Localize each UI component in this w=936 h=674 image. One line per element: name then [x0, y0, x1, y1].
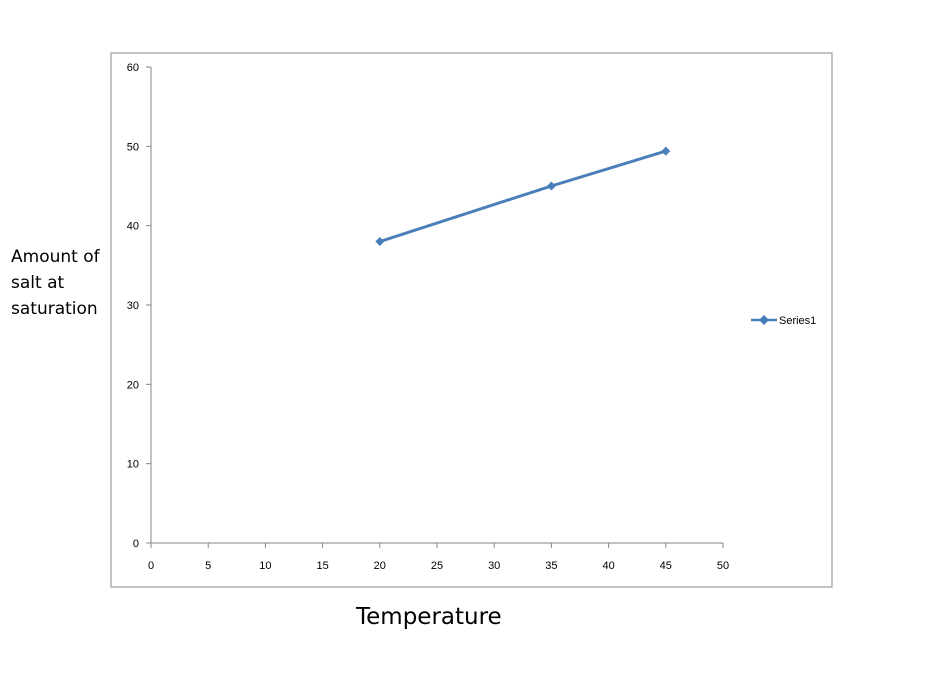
data-point-marker — [375, 237, 385, 247]
y-tick-label: 10 — [127, 459, 139, 471]
x-axis-title: Temperature — [356, 604, 502, 630]
x-tick-label: 25 — [431, 560, 443, 572]
y-axis-title: Amount of salt at saturation — [11, 244, 111, 322]
y-tick-label: 20 — [127, 379, 139, 391]
y-axis-title-line: salt at — [11, 273, 65, 293]
x-tick-label: 5 — [205, 560, 211, 572]
x-tick-label: 15 — [316, 560, 328, 572]
y-tick-label: 0 — [133, 538, 139, 550]
x-tick-label: 30 — [488, 560, 500, 572]
legend: Series1 — [751, 315, 816, 327]
x-axis-ticks: 0 5 10 15 20 25 30 35 40 45 50 — [148, 543, 729, 572]
y-tick-label: 60 — [127, 62, 139, 74]
y-axis-ticks: 0 10 20 30 40 50 60 — [127, 62, 151, 550]
data-point-marker — [661, 146, 671, 156]
x-tick-label: 10 — [259, 560, 271, 572]
y-tick-label: 50 — [127, 141, 139, 153]
x-tick-label: 0 — [148, 560, 154, 572]
x-tick-label: 20 — [374, 560, 386, 572]
x-tick-label: 45 — [660, 560, 672, 572]
x-tick-label: 40 — [602, 560, 614, 572]
x-tick-label: 35 — [545, 560, 557, 572]
chart-area-border — [110, 52, 833, 588]
y-axis-title-line: Amount of — [11, 247, 100, 267]
y-axis-title-line: saturation — [11, 299, 98, 319]
data-point-marker — [546, 181, 556, 191]
x-tick-label: 50 — [717, 560, 729, 572]
legend-label: Series1 — [779, 315, 816, 327]
y-tick-label: 30 — [127, 300, 139, 312]
series-layer — [375, 146, 671, 247]
y-tick-label: 40 — [127, 221, 139, 233]
legend-marker-diamond — [759, 315, 769, 325]
